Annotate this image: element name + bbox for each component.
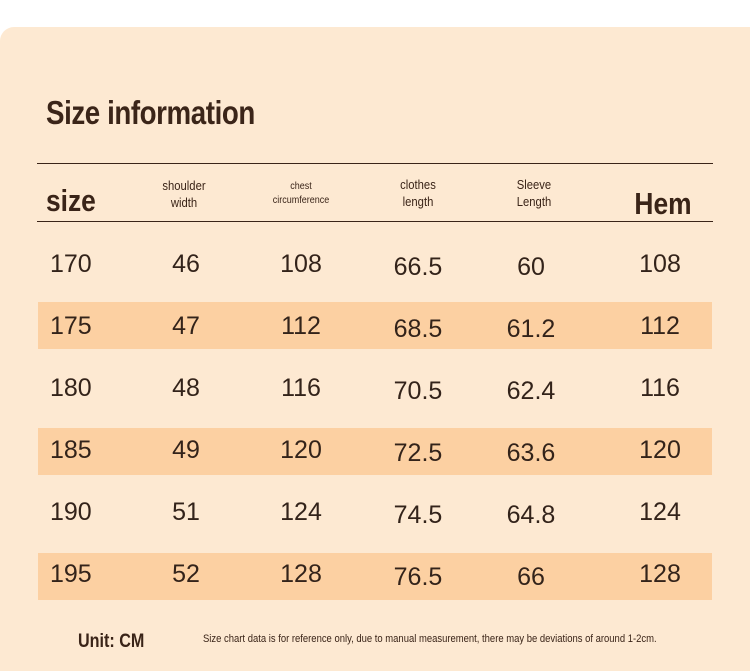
header-chest-line1: chest (290, 181, 312, 192)
page-title: Size information (46, 94, 255, 131)
cell-hem: 124 (639, 498, 681, 526)
header-shoulder-line1: shoulder (162, 179, 206, 193)
cell-size: 170 (50, 250, 92, 278)
cell-sleeve-length: 60 (517, 253, 545, 281)
cell-shoulder-width: 48 (172, 374, 200, 402)
cell-clothes-length: 70.5 (393, 377, 443, 405)
cell-sleeve-length: 66 (517, 563, 545, 591)
cell-hem: 108 (639, 250, 681, 278)
cell-clothes-length: 68.5 (393, 315, 443, 343)
cell-chest: 120 (280, 436, 322, 464)
cell-clothes-length: 74.5 (393, 501, 443, 529)
header-chest-line2: circumference (272, 194, 330, 206)
header-size: size (46, 183, 96, 218)
disclaimer-note: Size chart data is for reference only, d… (203, 633, 657, 645)
cell-clothes-length: 72.5 (393, 439, 443, 467)
row-stripe (38, 428, 712, 475)
cell-chest: 108 (280, 250, 322, 278)
header-chest-circumference: chest circumference (261, 180, 342, 207)
cell-size: 180 (50, 374, 92, 402)
cell-shoulder-width: 49 (172, 436, 200, 464)
row-stripe (38, 553, 712, 600)
cell-hem: 120 (639, 436, 681, 464)
cell-shoulder-width: 47 (172, 312, 200, 340)
cell-sleeve-length: 64.8 (506, 501, 556, 529)
header-shoulder-line2: width (170, 195, 198, 210)
header-sleeve-line1: Sleeve (516, 178, 552, 192)
cell-chest: 112 (281, 312, 321, 340)
cell-shoulder-width: 52 (172, 560, 200, 588)
cell-size: 190 (50, 498, 92, 526)
header-bottom-divider (37, 221, 713, 222)
cell-chest: 116 (281, 374, 321, 402)
cell-sleeve-length: 63.6 (506, 439, 556, 467)
cell-chest: 128 (280, 560, 322, 588)
cell-hem: 128 (639, 560, 681, 588)
cell-clothes-length: 76.5 (393, 563, 443, 591)
cell-shoulder-width: 46 (172, 250, 200, 278)
unit-label: Unit: CM (78, 631, 145, 652)
header-sleeve-line2: Length (516, 194, 552, 209)
header-top-divider (37, 163, 713, 164)
cell-size: 195 (50, 560, 92, 588)
header-shoulder-width: shoulder width (148, 178, 220, 212)
cell-chest: 124 (280, 498, 322, 526)
header-hem: Hem (634, 186, 692, 221)
cell-hem: 112 (640, 312, 680, 340)
header-sleeve-length: Sleeve Length (498, 177, 570, 211)
cell-size: 185 (50, 436, 92, 464)
header-clothes-line1: clothes (400, 178, 436, 192)
cell-hem: 116 (640, 374, 680, 402)
cell-clothes-length: 66.5 (393, 253, 443, 281)
header-clothes-length: clothes length (382, 177, 454, 211)
cell-shoulder-width: 51 (172, 498, 200, 526)
cell-sleeve-length: 61.2 (506, 315, 556, 343)
header-clothes-line2: length (402, 194, 434, 209)
cell-size: 175 (50, 312, 92, 340)
cell-sleeve-length: 62.4 (506, 377, 556, 405)
row-stripe (38, 302, 712, 349)
